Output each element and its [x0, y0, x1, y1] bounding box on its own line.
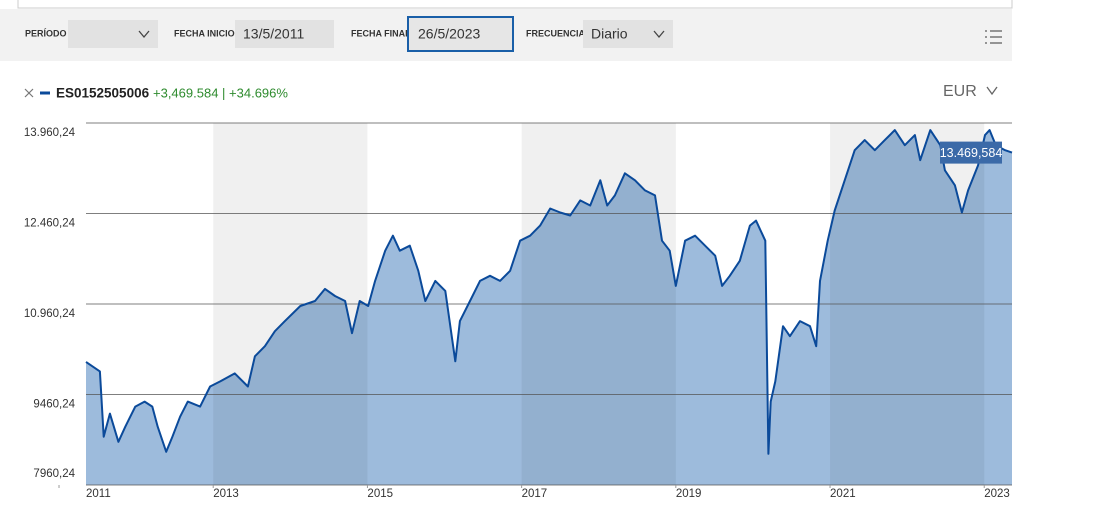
currency[interactable]: EUR: [943, 83, 977, 100]
legend-name: ES0152505006: [56, 86, 150, 101]
chevron: [138, 30, 150, 39]
y-tick-label: 7960,24: [33, 468, 75, 480]
y-tick-label: 12.460,24: [24, 218, 76, 230]
chevron: [986, 86, 998, 96]
select[interactable]: [68, 20, 158, 48]
x-tick-label: 2019: [676, 488, 702, 500]
x-tick-label: 2017: [522, 488, 548, 500]
y-tick-label: 10.960,24: [24, 308, 76, 320]
field-label: FECHA INICIO: [174, 28, 235, 38]
end-label-box: [940, 141, 1002, 164]
chevron: [653, 30, 665, 39]
field-label: FRECUENCIA: [526, 28, 586, 38]
top-frame: [17, 0, 1013, 9]
x-tick-label: 2013: [213, 488, 239, 500]
area: [86, 130, 1012, 485]
y-tick-label: 9460,24: [33, 399, 75, 411]
y-tick-label: 13.960,24: [24, 127, 76, 139]
field-label: PERÍODO: [25, 28, 67, 38]
plot: 7960,24 9460,24 10.960,24 12.460,24 13.960,2…: [24, 122, 1013, 500]
date-input[interactable]: [235, 20, 334, 48]
date-input[interactable]: [407, 16, 514, 52]
input-value: 26/5/2023: [418, 26, 480, 42]
x-tick-label: 2021: [830, 488, 856, 500]
list-icon[interactable]: [985, 30, 1002, 44]
line: [85, 129, 1013, 455]
legend-change: +3,469.584 | +34.696%: [153, 85, 288, 100]
input-value: 13/5/2011: [243, 26, 304, 42]
remove-icon[interactable]: [24, 88, 34, 98]
x-tick-label: 2023: [984, 488, 1010, 500]
x-tick-label: 2011: [86, 488, 111, 500]
select-value: Diario: [591, 26, 628, 42]
end-label: 13.469,584: [940, 146, 1003, 160]
x-tick-label: 2015: [367, 488, 393, 500]
field-label: FECHA FINAL: [351, 28, 411, 38]
select[interactable]: [583, 20, 673, 48]
